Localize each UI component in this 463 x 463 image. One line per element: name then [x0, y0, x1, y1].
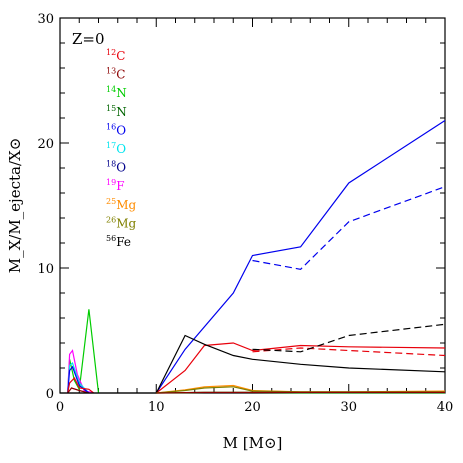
series-line-6: [252, 323, 446, 353]
panel-label: Z=0: [72, 30, 105, 48]
legend-entry: 13C: [106, 67, 125, 82]
legend-isotope-mass: 19: [106, 178, 116, 187]
legend-element-symbol: O: [116, 142, 126, 156]
legend-entry: 25Mg: [106, 197, 136, 212]
y-tick-label: 10: [37, 262, 54, 277]
x-tick-label: 10: [148, 400, 165, 415]
series-line-4: [252, 347, 446, 357]
series-line-10: [156, 391, 445, 394]
legend-isotope-mass: 18: [106, 160, 116, 169]
legend-element-symbol: O: [116, 123, 126, 137]
series-line-5: [155, 334, 446, 394]
y-tick-label: 30: [37, 12, 54, 27]
series-line-16: [67, 387, 90, 394]
legend-isotope-mass: 26: [106, 215, 116, 224]
legend-isotope-mass: 56: [106, 234, 116, 243]
y-axis-title: M_X/M_ejecta/X⊙: [6, 138, 24, 274]
legend-element-symbol: Fe: [116, 235, 131, 249]
axis-ticks: 0 10 20 30 40 0 10 20 30: [37, 12, 453, 415]
legend-entry: 17O: [106, 141, 126, 156]
legend-element-symbol: N: [116, 86, 127, 100]
legend-element-symbol: C: [116, 68, 125, 82]
series-line-2: [252, 186, 446, 270]
legend-isotope-mass: 14: [106, 85, 116, 94]
x-tick-label: 30: [340, 400, 357, 415]
legend-entry: 14N: [106, 85, 127, 100]
series-line-1: [155, 119, 446, 394]
legend-element-symbol: O: [116, 161, 126, 175]
x-tick-label: 20: [244, 400, 261, 415]
legend-entry: 18O: [106, 160, 126, 175]
legend-entry: 15N: [106, 104, 127, 119]
legend-isotope-mass: 12: [106, 48, 116, 57]
x-tick-label: 40: [437, 400, 454, 415]
legend-isotope-mass: 15: [106, 104, 116, 113]
y-tick-label: 0: [46, 387, 54, 402]
x-tick-label: 0: [56, 400, 64, 415]
legend-isotope-mass: 25: [106, 197, 116, 206]
legend-isotope-mass: 17: [106, 141, 116, 150]
legend-entry: 16O: [106, 122, 126, 137]
legend-entry: 26Mg: [106, 215, 136, 230]
series-layer: [60, 119, 446, 394]
x-axis-title-text: M [M⊙]: [223, 434, 283, 452]
legend-element-symbol: Mg: [116, 216, 136, 230]
legend-element-symbol: F: [116, 179, 124, 193]
legend-element-symbol: Mg: [116, 198, 136, 212]
series-line-15: [67, 376, 95, 394]
legend-isotope-mass: 13: [106, 67, 116, 76]
legend-isotope-mass: 16: [106, 122, 116, 131]
legend-element-symbol: N: [116, 105, 127, 119]
legend-entry: 56Fe: [106, 234, 131, 249]
legend-element-symbol: C: [116, 49, 125, 63]
x-axis-title: M [M⊙]: [223, 434, 283, 452]
legend-entry: 12C: [106, 48, 125, 63]
y-axis-title-text: M_X/M_ejecta/X⊙: [6, 138, 24, 274]
legend-entry: 19F: [106, 178, 125, 193]
series-line-3: [155, 342, 446, 394]
y-tick-label: 20: [37, 137, 54, 152]
